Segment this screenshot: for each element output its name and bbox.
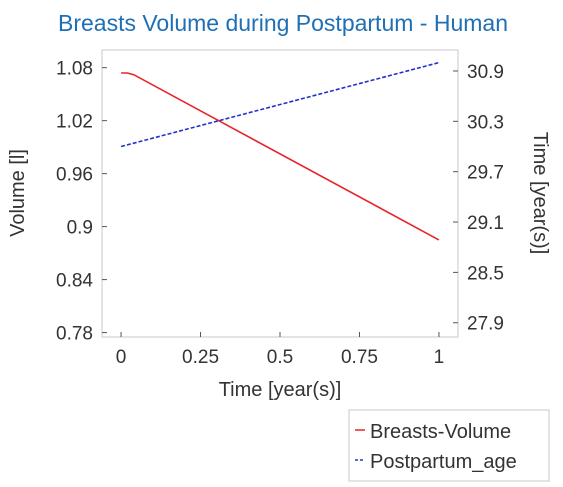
x-axis-label: Time [year(s)] [219,379,342,401]
y2-tick-label: 30.3 [467,112,504,133]
x-tick-label: 0.5 [267,347,293,368]
y-tick-label: 1.08 [56,59,93,80]
series-line-breasts-volume [121,72,440,241]
y2-tick-label: 30.9 [467,62,504,83]
series-layer [120,61,440,241]
chart-title: Breasts Volume during Postpartum - Human [58,10,508,36]
y-axis-left: 0.78 0.84 0.9 0.96 1.02 1.08 [56,59,107,345]
legend-label-postpartum-age: Postpartum_age [370,451,517,473]
y-axis-label: Volume [l] [7,149,29,237]
y-tick-label: 0.78 [56,324,93,345]
legend: Breasts-Volume Postpartum_age [348,409,550,482]
y2-axis-label: Time [year(s)] [529,132,551,255]
plot-area [101,49,459,338]
legend-label-breasts-volume: Breasts-Volume [370,421,511,443]
y2-tick-label: 28.5 [467,263,504,284]
legend-box [348,409,550,482]
y-tick-label: 0.96 [56,165,93,186]
x-tick-label: 0 [116,347,127,368]
y-tick-label: 0.9 [67,218,93,239]
y-tick-label: 0.84 [56,271,93,292]
x-axis: 0 0.25 0.5 0.75 1 [116,332,444,368]
y-tick-label: 1.02 [56,112,93,133]
y2-tick-label: 29.1 [467,213,504,234]
x-tick-label: 1 [434,347,445,368]
y-axis-right: 27.9 28.5 29.1 29.7 30.3 30.9 [453,62,504,335]
y2-tick-label: 29.7 [467,163,504,184]
y2-tick-label: 27.9 [467,314,504,335]
x-tick-label: 0.25 [182,347,219,368]
series-line-postpartum-age [120,61,440,148]
x-tick-label: 0.75 [341,347,378,368]
